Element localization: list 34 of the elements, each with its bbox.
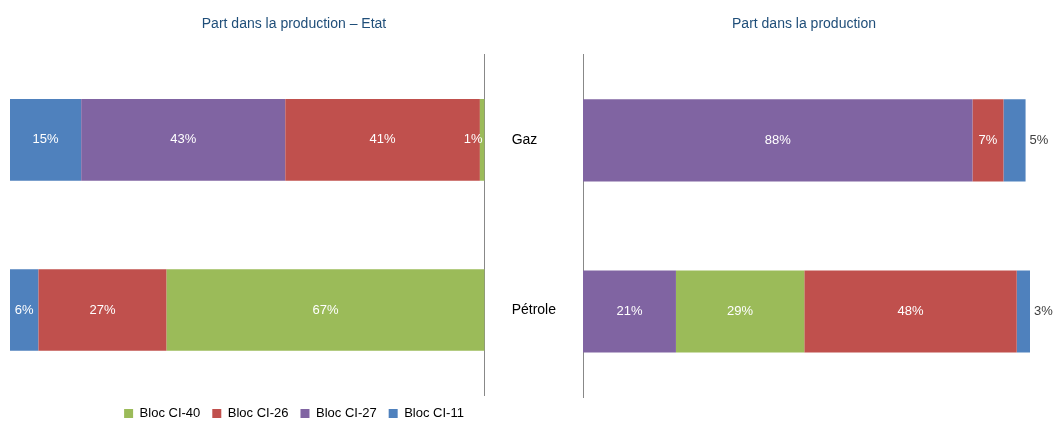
legend-label: Bloc CI-27 [315,405,377,421]
data-label: 3% [1034,303,1054,319]
data-label: 5% [1029,131,1049,147]
chart-title: Part dans la production – Etat [201,15,387,32]
bar [583,99,973,182]
bar [285,99,480,181]
bar [1003,99,1026,182]
bar [166,269,485,351]
bar [10,99,82,181]
bar [10,269,39,351]
data-label: 6% [14,301,35,317]
y-tick-label: Gaz [511,130,538,147]
data-label: 29% [727,303,754,319]
y-tick-label: Pétrole [511,300,557,317]
bar [1016,270,1030,353]
bar [675,270,805,353]
chart-title: Part dans la production [732,15,876,32]
legend-label: Bloc CI-40 [139,405,201,421]
bar [583,270,676,353]
bar [972,99,1004,182]
bar [38,269,167,351]
data-label: 21% [616,303,643,319]
data-label: 41% [369,131,397,147]
data-label: 43% [170,131,197,147]
legend-label: Bloc CI-26 [227,405,289,421]
bar [804,270,1017,353]
data-label: 27% [89,301,116,317]
legend-label: Bloc CI-11 [404,405,464,421]
bar [81,99,286,181]
data-label: 88% [764,131,792,147]
data-label: 7% [978,131,998,147]
data-label: 48% [897,303,924,319]
data-label: 15% [32,131,60,147]
data-label: 67% [312,301,340,317]
